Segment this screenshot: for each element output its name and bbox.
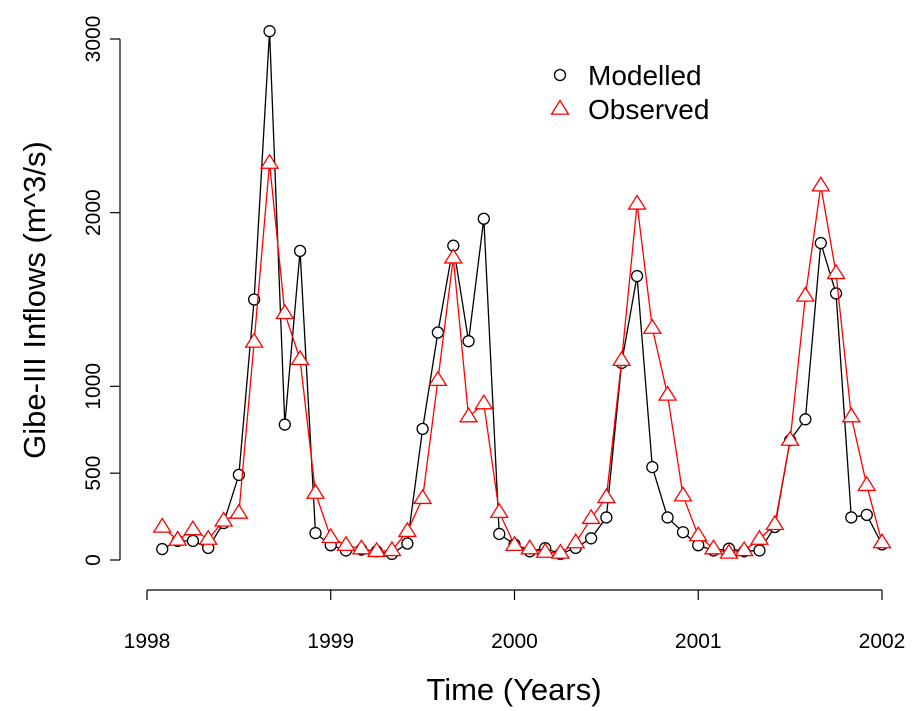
data-point — [156, 542, 169, 556]
legend-marker — [553, 68, 567, 82]
data-point — [412, 488, 433, 505]
data-point — [584, 532, 598, 545]
data-point — [611, 350, 632, 367]
data-point — [646, 460, 659, 474]
y-tick-label: 3000 — [82, 16, 105, 63]
data-point — [259, 153, 280, 169]
data-point — [566, 532, 586, 549]
data-point — [275, 303, 295, 320]
data-point — [600, 511, 613, 524]
data-point — [416, 422, 429, 436]
data-point — [397, 521, 418, 538]
data-point — [213, 511, 234, 527]
data-point — [309, 526, 322, 540]
data-point — [596, 487, 617, 504]
legend-label: Modelled — [588, 60, 702, 91]
data-point — [186, 534, 200, 548]
data-point — [627, 194, 647, 210]
data-point — [811, 176, 831, 192]
x-axis-title: Time (Years) — [426, 672, 601, 707]
data-point — [749, 529, 770, 545]
legend-marker — [550, 99, 570, 115]
data-point — [814, 236, 827, 250]
data-point — [765, 514, 785, 531]
data-point — [581, 508, 601, 525]
data-point — [826, 263, 846, 280]
data-point — [657, 385, 678, 401]
data-point — [673, 486, 693, 502]
legend-label: Observed — [588, 94, 709, 125]
data-point — [829, 287, 843, 300]
data-point — [431, 326, 445, 339]
data-point — [458, 406, 479, 423]
data-point — [477, 212, 490, 225]
data-point — [428, 370, 448, 387]
data-point — [493, 527, 506, 541]
data-point — [630, 269, 644, 283]
y-tick-label: 500 — [82, 456, 105, 491]
data-point — [799, 413, 812, 426]
data-point — [661, 511, 674, 524]
data-point — [278, 418, 291, 431]
data-point — [229, 503, 249, 519]
data-point — [676, 526, 690, 539]
y-tick-label: 2000 — [82, 189, 105, 236]
data-point — [719, 543, 739, 559]
data-point — [247, 293, 261, 306]
data-point — [305, 483, 326, 499]
data-point — [462, 335, 475, 348]
data-point — [244, 332, 264, 348]
data-point — [321, 527, 341, 544]
y-tick-label: 0 — [82, 554, 105, 566]
x-tick-label: 1998 — [124, 630, 171, 653]
data-point — [367, 541, 387, 558]
data-point — [263, 25, 276, 38]
data-point — [734, 540, 754, 557]
data-point — [401, 537, 414, 550]
data-point — [504, 535, 525, 551]
data-point — [198, 529, 218, 545]
data-point — [860, 508, 873, 521]
x-tick-label: 1999 — [307, 630, 354, 653]
data-point — [293, 244, 307, 258]
data-point — [290, 349, 310, 366]
data-point — [550, 543, 571, 559]
x-tick-label: 2000 — [491, 630, 538, 653]
data-point — [183, 519, 203, 536]
data-point — [780, 430, 800, 446]
data-point — [152, 517, 172, 533]
series-line — [161, 163, 883, 554]
data-point — [535, 542, 555, 558]
x-tick-label: 2002 — [859, 630, 906, 653]
data-point — [703, 538, 724, 555]
data-point — [382, 540, 402, 557]
data-point — [489, 502, 509, 518]
data-point — [474, 393, 494, 410]
data-point — [336, 535, 356, 551]
data-point — [841, 406, 861, 423]
series-line — [161, 31, 883, 555]
data-point — [753, 544, 766, 557]
data-point — [351, 538, 372, 555]
x-tick-label: 2001 — [675, 630, 722, 653]
data-point — [642, 318, 662, 334]
data-point — [845, 511, 858, 524]
y-axis-title: Gibe-III Inflows (m^3/s) — [17, 141, 52, 459]
y-tick-label: 1000 — [82, 363, 105, 410]
data-point — [857, 475, 877, 492]
data-point — [795, 286, 816, 302]
data-point — [168, 530, 188, 546]
data-point — [872, 532, 892, 549]
data-point — [688, 525, 708, 542]
data-point — [443, 248, 463, 264]
data-point — [520, 538, 540, 555]
